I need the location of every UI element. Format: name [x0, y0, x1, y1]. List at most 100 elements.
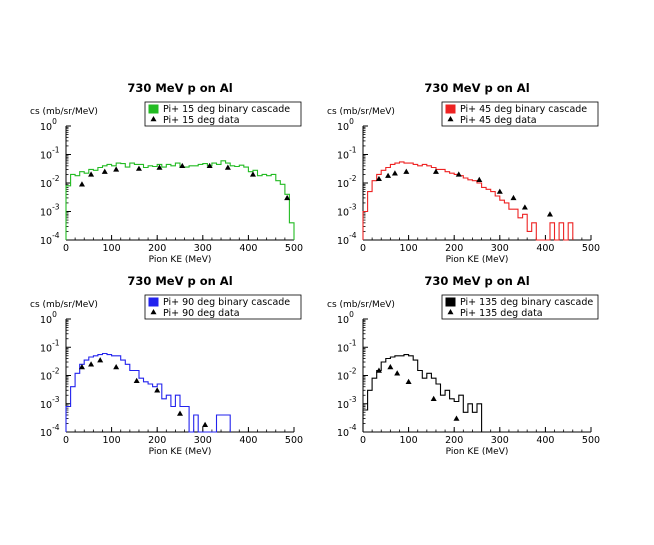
- chart-panel-4: 730 MeV p on Al cs (mb/sr/MeV) Pion KE (Me…: [327, 274, 600, 457]
- x-tick-label: 300: [194, 435, 212, 446]
- y-tick-label: 10-2: [40, 367, 60, 383]
- x-axis-label: Pion KE (MeV): [446, 447, 509, 457]
- data-point-marker: [405, 378, 412, 384]
- y-tick-label: 10-3: [40, 203, 60, 219]
- legend-marker: [150, 116, 157, 122]
- x-tick-label: 100: [400, 243, 418, 254]
- data-point-marker: [432, 168, 439, 174]
- y-tick-label: 10-1: [337, 146, 357, 162]
- chart-title: 730 MeV p on Al: [127, 274, 232, 288]
- y-tick-label: 10-4: [40, 423, 60, 439]
- y-axis-label: cs (mb/sr/MeV): [327, 300, 395, 310]
- histogram-series: [65, 352, 231, 433]
- legend-label: Pi+ 45 deg data: [460, 115, 537, 126]
- data-point-marker: [375, 175, 382, 182]
- y-tick-label: 100: [40, 310, 57, 326]
- chart-title: 730 MeV p on Al: [424, 274, 529, 288]
- histogram-series: [362, 354, 487, 433]
- data-point-marker: [78, 181, 85, 187]
- data-point-marker: [521, 204, 528, 210]
- data-point-marker: [391, 170, 398, 176]
- y-tick-label: 10-1: [337, 338, 357, 354]
- data-point-marker: [202, 421, 209, 427]
- x-axis-label: Pion KE (MeV): [149, 255, 212, 265]
- x-tick-label: 200: [445, 435, 463, 446]
- legend-swatch: [445, 297, 456, 307]
- y-tick-label: 100: [337, 310, 354, 326]
- data-point-marker: [476, 176, 483, 182]
- x-tick-label: 300: [491, 243, 509, 254]
- data-point-marker: [430, 395, 437, 401]
- chart-title: 730 MeV p on Al: [127, 81, 232, 95]
- x-tick-label: 500: [285, 435, 303, 446]
- x-tick-label: 100: [103, 243, 121, 254]
- x-tick-label: 400: [536, 435, 554, 446]
- x-tick-label: 200: [148, 243, 166, 254]
- y-axis-label: cs (mb/sr/MeV): [327, 107, 395, 117]
- legend-label: Pi+ 135 deg data: [460, 308, 543, 319]
- y-tick-label: 10-3: [337, 203, 357, 219]
- chart-panel-3: 730 MeV p on Al cs (mb/sr/MeV) Pion KE (Me…: [30, 274, 303, 457]
- x-tick-label: 0: [63, 243, 69, 254]
- x-tick-label: 400: [536, 243, 554, 254]
- histogram-series: [362, 161, 574, 241]
- y-tick-label: 10-4: [337, 231, 357, 247]
- legend-box: [144, 101, 302, 127]
- y-tick-label: 10-3: [337, 395, 357, 411]
- legend-label: Pi+ 45 deg binary cascade: [460, 104, 587, 115]
- x-tick-label: 400: [239, 435, 257, 446]
- data-point-marker: [403, 168, 410, 174]
- y-tick-label: 10-2: [337, 174, 357, 190]
- x-axis-label: Pion KE (MeV): [149, 447, 212, 457]
- x-axis-label: Pion KE (MeV): [446, 255, 509, 265]
- legend-box: [144, 294, 302, 320]
- chart-title: 730 MeV p on Al: [424, 81, 529, 95]
- data-point-marker: [154, 387, 161, 393]
- y-tick-label: 100: [40, 117, 57, 133]
- data-point-marker: [97, 357, 104, 363]
- legend-label: Pi+ 90 deg data: [163, 308, 240, 319]
- x-tick-label: 200: [148, 435, 166, 446]
- legend-label: Pi+ 15 deg binary cascade: [163, 104, 290, 115]
- x-tick-label: 500: [285, 243, 303, 254]
- data-point-marker: [78, 363, 85, 370]
- legend-swatch: [445, 104, 456, 114]
- data-point-marker: [179, 162, 186, 169]
- data-point-marker: [88, 171, 95, 177]
- x-tick-label: 0: [360, 435, 366, 446]
- legend-label: Pi+ 15 deg data: [163, 115, 240, 126]
- x-tick-label: 200: [445, 243, 463, 254]
- x-tick-label: 500: [582, 243, 600, 254]
- x-tick-label: 300: [194, 243, 212, 254]
- chart-panel-2: 730 MeV p on Al cs (mb/sr/MeV) Pion KE (Me…: [327, 81, 600, 265]
- data-point-marker: [546, 211, 553, 217]
- data-point-marker: [156, 164, 163, 170]
- legend-marker: [150, 309, 157, 315]
- y-tick-label: 10-4: [40, 231, 60, 247]
- data-point-marker: [101, 168, 108, 174]
- y-axis-label: cs (mb/sr/MeV): [30, 107, 98, 117]
- data-point-marker: [88, 361, 95, 367]
- legend-marker: [447, 309, 454, 315]
- y-axis-label: cs (mb/sr/MeV): [30, 300, 98, 310]
- data-point-marker: [375, 367, 382, 373]
- legend-label: Pi+ 90 deg binary cascade: [163, 297, 290, 308]
- data-point-marker: [510, 194, 517, 201]
- data-point-marker: [394, 370, 401, 376]
- y-tick-label: 10-4: [337, 423, 357, 439]
- data-point-marker: [177, 410, 183, 416]
- x-tick-label: 100: [400, 435, 418, 446]
- legend-swatch: [148, 104, 159, 114]
- data-point-marker: [249, 171, 256, 177]
- data-point-marker: [455, 171, 462, 177]
- legend-box: [441, 101, 599, 127]
- y-tick-label: 10-2: [40, 174, 60, 190]
- data-point-marker: [133, 377, 140, 383]
- x-tick-label: 400: [239, 243, 257, 254]
- legend-marker: [447, 116, 454, 122]
- x-tick-label: 0: [360, 243, 366, 254]
- y-tick-label: 100: [337, 117, 354, 133]
- data-point-marker: [387, 363, 394, 370]
- legend-swatch: [148, 297, 159, 307]
